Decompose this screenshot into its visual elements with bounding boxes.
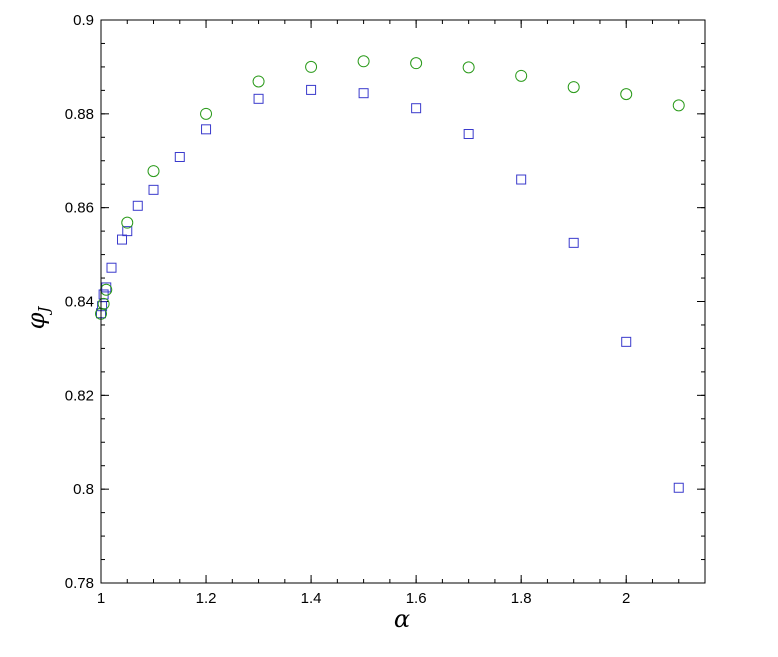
square-marker — [568, 237, 579, 248]
square-marker — [97, 301, 108, 312]
square-marker — [201, 124, 212, 135]
circle-marker — [121, 216, 134, 229]
square-marker — [106, 262, 117, 273]
circle-marker — [462, 61, 475, 74]
y-axis-label-main: φ — [22, 312, 50, 329]
y-axis-label: φJ — [22, 306, 53, 330]
data-markers — [95, 55, 685, 493]
square-marker — [411, 103, 422, 114]
circle-marker — [567, 81, 580, 94]
circle-marker — [200, 107, 213, 120]
tick-labels: 1 1.2 1.4 1.6 1.8 2 0.78 0.8 0.82 0.84 0.86 0.88 0.9 — [65, 12, 631, 607]
square-marker — [253, 93, 264, 104]
x-tick-label: 1.2 — [196, 590, 217, 607]
x-axis-label: α — [394, 605, 410, 633]
circle-marker — [357, 55, 370, 68]
x-tick-label: 2 — [622, 590, 630, 607]
square-marker — [306, 84, 317, 95]
y-axis-label-subscript: J — [35, 306, 53, 316]
circle-marker — [620, 88, 633, 101]
square-marker — [117, 234, 128, 245]
square-marker — [132, 200, 143, 211]
circle-marker — [97, 297, 110, 310]
square-marker — [673, 482, 684, 493]
x-tick-label: 1.6 — [406, 590, 427, 607]
square-marker — [358, 88, 369, 99]
square-marker — [621, 336, 632, 347]
plot-frame — [100, 19, 706, 584]
square-marker — [463, 129, 474, 140]
y-tick-label: 0.9 — [73, 12, 94, 29]
y-tick-label: 0.82 — [65, 387, 94, 404]
y-tick-label: 0.78 — [65, 575, 94, 592]
major-ticks — [100, 19, 705, 584]
square-marker — [516, 174, 527, 185]
x-tick-label: 1.8 — [511, 590, 532, 607]
circle-marker — [515, 69, 528, 82]
minor-ticks — [100, 19, 706, 584]
y-tick-label: 0.86 — [65, 200, 94, 217]
y-tick-label: 0.88 — [65, 106, 94, 123]
circle-marker — [252, 75, 265, 88]
y-tick-label: 0.8 — [73, 481, 94, 498]
circle-marker — [672, 99, 685, 112]
square-marker — [122, 226, 133, 237]
circle-marker — [410, 57, 423, 70]
x-tick-label: 1.4 — [301, 590, 322, 607]
square-marker — [174, 151, 185, 162]
circle-marker — [147, 165, 160, 178]
y-tick-label: 0.84 — [65, 294, 94, 311]
square-marker — [148, 184, 159, 195]
x-tick-label: 1 — [97, 590, 105, 607]
circle-marker — [305, 60, 318, 73]
